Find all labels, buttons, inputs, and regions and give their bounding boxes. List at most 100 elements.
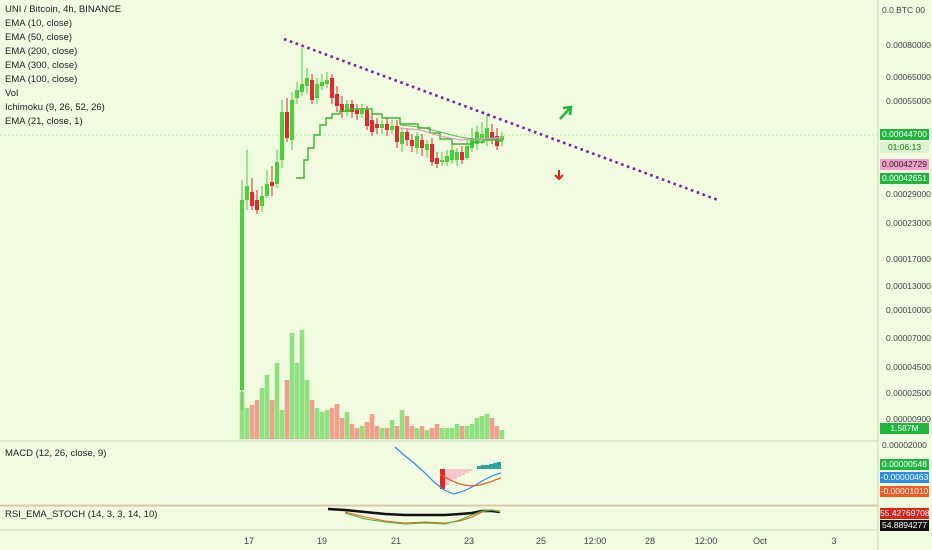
ema-pink-line [399,127,504,141]
indicator-ema-10[interactable]: EMA (10, close) [5,18,73,29]
volume-bar [414,428,420,439]
volume-bar [304,380,310,439]
candle-body [305,78,309,86]
candle-body [420,140,424,148]
volume-bar [324,410,330,439]
volume-bar [489,418,495,439]
indicator-ema-300[interactable]: EMA (300, close) [5,60,78,71]
volume-bar [494,426,500,439]
time-axis[interactable]: 17 19 21 23 25 12:00 28 12:00 Oct 3 [244,536,837,546]
volume-bar [319,412,325,439]
price-tick-label: 0.00029000 [886,189,931,199]
candle-body [250,192,254,206]
indicator-ichimoku[interactable]: Ichimoku (9, 26, 52, 26) [5,102,105,113]
volume-bar [369,414,375,439]
candle-body [345,104,349,112]
ema-green-badge: 0.00042651 [880,173,929,184]
macd-line-badge: -0.00000463 [880,472,929,483]
volume-bar [359,426,365,439]
candle-body [485,128,489,140]
candle-body [270,182,274,186]
price-tick-label: 0.00080000 [886,40,931,50]
candle-body [450,150,454,160]
trend-line[interactable] [283,37,719,202]
candle-body [245,186,249,200]
candle-body [455,152,459,160]
candle-body [465,146,469,158]
candle-body [500,136,504,140]
price-tick-label: 0.00055000 [886,96,931,106]
volume-bar [454,424,460,439]
volume-badge: 1.587M [880,423,929,434]
volume-bar [384,428,390,439]
macd-label[interactable]: MACD (12, 26, close, 9) [5,448,107,459]
candle-body [385,124,389,130]
indicator-ema-100[interactable]: EMA (100, close) [5,74,78,85]
candle-body [350,104,354,112]
candle-body [315,84,319,98]
time-tick-label: Oct [753,536,768,546]
indicator-ema-21[interactable]: EMA (21, close, 1) [5,116,83,127]
time-tick-label: 28 [645,536,655,546]
candle-body [325,80,329,84]
price-tick-label: 0.00065000 [886,72,931,82]
candle-body [410,140,414,146]
time-tick-label: 19 [317,536,327,546]
candle-body [285,112,289,138]
countdown-badge: 01:06:13 [880,142,929,153]
candle-body [290,100,294,140]
indicator-ema-50[interactable]: EMA (50, close) [5,32,73,43]
volume-bar [464,426,470,439]
volume-bar [484,414,490,439]
indicator-volume[interactable]: Vol [5,88,19,99]
macd-histogram [440,462,501,489]
price-axis[interactable]: 0.00080000 0.00065000 0.00055000 0.00029000… [886,40,931,424]
time-tick-label: 3 [831,536,836,546]
candle-body [390,126,394,130]
rsi-badge-b: 54.8894277 [880,520,929,531]
candle-body [480,134,484,138]
candle-body [365,110,369,126]
candle-body [295,90,299,98]
volume-bar [374,426,380,439]
arrow-down-icon[interactable] [554,170,564,181]
candle-body [445,156,449,162]
volume-bar [399,410,405,439]
candle-body [490,132,494,140]
volume-bar [339,418,345,439]
arrow-up-icon[interactable] [559,105,573,120]
rsi-label[interactable]: RSI_EMA_STOCH (14, 3, 3, 14, 10) [5,509,158,520]
volume-bar [349,424,355,439]
price-tick-label: 0.00000900 [886,414,931,424]
volume-bar [439,428,445,439]
candle-body [415,136,419,148]
candle-body [335,94,339,106]
candle-body [395,126,399,142]
candle-body [370,120,374,132]
volume-bar [329,408,335,439]
candle-body [300,84,304,92]
indicator-ema-200[interactable]: EMA (200, close) [5,46,78,57]
candle-body [435,158,439,164]
price-tick-label: 0.00017000 [886,254,931,264]
time-tick-label: 17 [244,536,254,546]
price-tick-label: 0.00007000 [886,333,931,343]
candle-body [425,144,429,150]
candle-body [320,82,324,86]
volume-bars [239,330,505,439]
volume-bar [344,412,350,439]
volume-bar [264,375,270,439]
candle-body [430,144,434,162]
time-tick-label: 25 [536,536,546,546]
volume-bar [499,430,505,439]
volume-bar [389,420,395,439]
volume-bar [364,422,370,439]
symbol-title[interactable]: UNI / Bitcoin, 4h, BINANCE [5,4,122,15]
volume-bar [279,410,285,439]
rsi-badge-a: 55.42769708 [880,508,929,519]
volume-bar [479,416,485,439]
volume-bar [274,363,280,439]
volume-bar [284,380,290,439]
